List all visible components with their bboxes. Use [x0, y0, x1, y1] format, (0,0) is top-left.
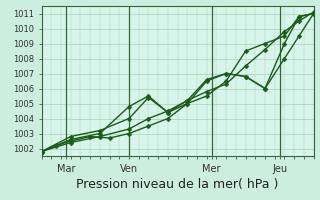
X-axis label: Pression niveau de la mer( hPa ): Pression niveau de la mer( hPa ) — [76, 178, 279, 191]
